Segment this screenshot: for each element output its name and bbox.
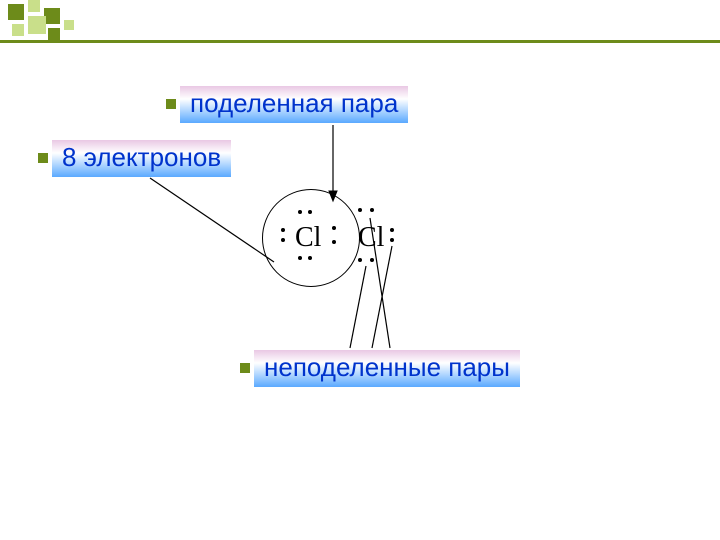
electron-dot bbox=[370, 208, 374, 212]
electron-dot bbox=[308, 210, 312, 214]
label-lone-pairs-text: неподеленные пары bbox=[264, 352, 510, 382]
atom-label-2: Cl bbox=[358, 222, 384, 254]
connector-lines bbox=[0, 0, 720, 540]
electron-dot bbox=[308, 256, 312, 260]
electron-dot bbox=[358, 208, 362, 212]
bullet-icon bbox=[240, 363, 250, 373]
deco-square bbox=[28, 16, 46, 34]
divider-line bbox=[0, 40, 720, 43]
connector-line bbox=[150, 178, 274, 262]
deco-square bbox=[28, 0, 40, 12]
electron-dot bbox=[332, 240, 336, 244]
electron-dot bbox=[332, 226, 336, 230]
electron-dot bbox=[298, 210, 302, 214]
atom-label-1: Cl bbox=[295, 222, 321, 254]
connector-line bbox=[350, 266, 366, 348]
bullet-icon bbox=[166, 99, 176, 109]
connector-line bbox=[372, 246, 392, 348]
deco-square bbox=[48, 28, 60, 40]
bullet-icon bbox=[38, 153, 48, 163]
label-eight-electrons: 8 электронов bbox=[52, 140, 231, 177]
label-lone-pairs: неподеленные пары bbox=[254, 350, 520, 387]
label-shared-pair-text: поделенная пара bbox=[190, 88, 398, 118]
electron-dot bbox=[358, 258, 362, 262]
deco-square bbox=[12, 24, 24, 36]
label-eight-electrons-text: 8 электронов bbox=[62, 142, 221, 172]
electron-dot bbox=[298, 256, 302, 260]
deco-square bbox=[8, 4, 24, 20]
deco-square bbox=[64, 20, 74, 30]
deco-square bbox=[44, 8, 60, 24]
electron-dot bbox=[390, 238, 394, 242]
electron-dot bbox=[390, 228, 394, 232]
label-shared-pair: поделенная пара bbox=[180, 86, 408, 123]
electron-dot bbox=[281, 238, 285, 242]
slide-stage: поделенная пара 8 электронов неподеленны… bbox=[0, 0, 720, 540]
electron-dot bbox=[370, 258, 374, 262]
electron-dot bbox=[281, 228, 285, 232]
